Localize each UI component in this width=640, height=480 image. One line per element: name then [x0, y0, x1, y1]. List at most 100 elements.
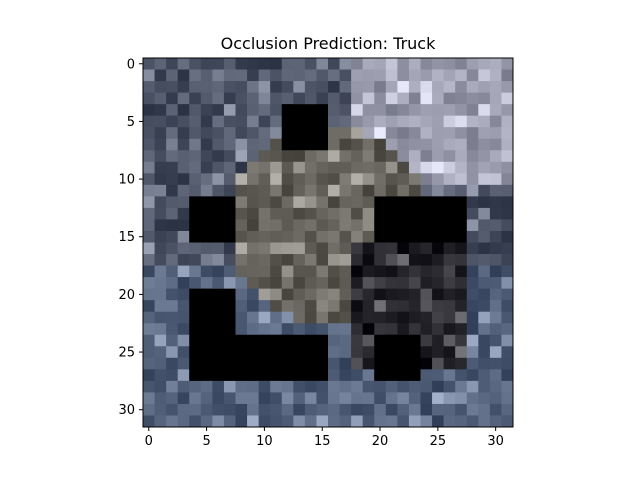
image-pixel [223, 138, 236, 151]
image-pixel [420, 300, 433, 313]
image-pixel [258, 265, 271, 278]
image-pixel [223, 69, 236, 82]
image-pixel [397, 127, 410, 140]
image-pixel [374, 254, 387, 266]
image-pixel [432, 115, 445, 128]
image-pixel [293, 392, 306, 405]
image-pixel [247, 81, 260, 93]
image-pixel [143, 104, 155, 117]
image-pixel [466, 265, 479, 278]
image-pixel [339, 265, 352, 278]
image-pixel [270, 161, 283, 174]
image-pixel [328, 196, 340, 209]
image-pixel [235, 415, 248, 428]
image-pixel [397, 415, 410, 428]
image-pixel [478, 403, 491, 416]
image-pixel [293, 265, 306, 278]
image-pixel [339, 392, 352, 405]
image-pixel [200, 69, 213, 82]
image-pixel [443, 415, 456, 428]
image-pixel [501, 403, 514, 416]
image-pixel [200, 127, 213, 140]
image-pixel [293, 150, 306, 163]
image-pixel [154, 265, 167, 278]
image-pixel [455, 288, 468, 301]
image-pixel [432, 150, 445, 163]
y-tick-label: 5 [127, 115, 135, 130]
image-pixel [235, 69, 248, 82]
image-pixel [247, 265, 260, 278]
image-pixel [189, 403, 202, 416]
image-pixel [397, 380, 410, 393]
image-pixel [200, 265, 213, 278]
image-pixel [143, 69, 155, 82]
image-pixel [143, 311, 155, 324]
image-pixel [362, 230, 375, 243]
image-pixel [374, 392, 387, 405]
image-pixel [166, 403, 179, 416]
image-pixel [200, 81, 213, 93]
image-pixel [258, 311, 271, 324]
image-pixel [420, 346, 433, 359]
image-pixel [489, 115, 502, 128]
image-pixel [293, 58, 306, 70]
image-pixel [247, 277, 260, 290]
image-pixel [397, 115, 410, 128]
image-pixel [362, 357, 375, 370]
image-pixel [385, 69, 398, 82]
image-pixel [258, 242, 271, 255]
image-pixel [270, 104, 283, 117]
image-pixel [304, 403, 317, 416]
image-pixel [339, 104, 352, 117]
image-pixel [212, 58, 225, 70]
image-pixel [489, 265, 502, 278]
image-pixel [362, 254, 375, 266]
image-pixel [478, 184, 491, 197]
image-pixel [455, 334, 468, 347]
image-pixel [200, 150, 213, 163]
image-pixel [478, 323, 491, 336]
image-pixel [316, 380, 329, 393]
image-pixel [374, 242, 387, 255]
image-pixel [362, 265, 375, 278]
image-pixel [362, 150, 375, 163]
image-pixel [362, 161, 375, 174]
image-pixel [293, 161, 306, 174]
image-pixel [339, 242, 352, 255]
image-pixel [397, 311, 410, 324]
image-pixel [397, 161, 410, 174]
image-pixel [328, 254, 340, 266]
image-pixel [397, 104, 410, 117]
image-pixel [351, 242, 364, 255]
image-pixel [293, 207, 306, 220]
image-pixel [200, 254, 213, 266]
image-pixel [200, 104, 213, 117]
image-pixel [270, 127, 283, 140]
image-pixel [420, 81, 433, 93]
image-pixel [281, 207, 294, 220]
image-pixel [154, 69, 167, 82]
image-pixel [143, 265, 155, 278]
image-pixel [235, 115, 248, 128]
image-pixel [362, 403, 375, 416]
image-pixel [223, 415, 236, 428]
image-pixel [339, 403, 352, 416]
image-pixel [362, 300, 375, 313]
image-pixel [166, 69, 179, 82]
y-tick-label: 20 [118, 288, 135, 303]
image-pixel [443, 69, 456, 82]
image-pixel [177, 369, 190, 382]
image-pixel [362, 173, 375, 186]
image-pixel [316, 230, 329, 243]
image-pixel [339, 311, 352, 324]
image-pixel [455, 311, 468, 324]
image-pixel [339, 369, 352, 382]
image-pixel [154, 138, 167, 151]
image-pixel [143, 288, 155, 301]
image-pixel [166, 254, 179, 266]
image-pixel [466, 357, 479, 370]
image-pixel [166, 196, 179, 209]
image-pixel [501, 265, 514, 278]
image-pixel [328, 58, 340, 70]
image-pixel [501, 380, 514, 393]
